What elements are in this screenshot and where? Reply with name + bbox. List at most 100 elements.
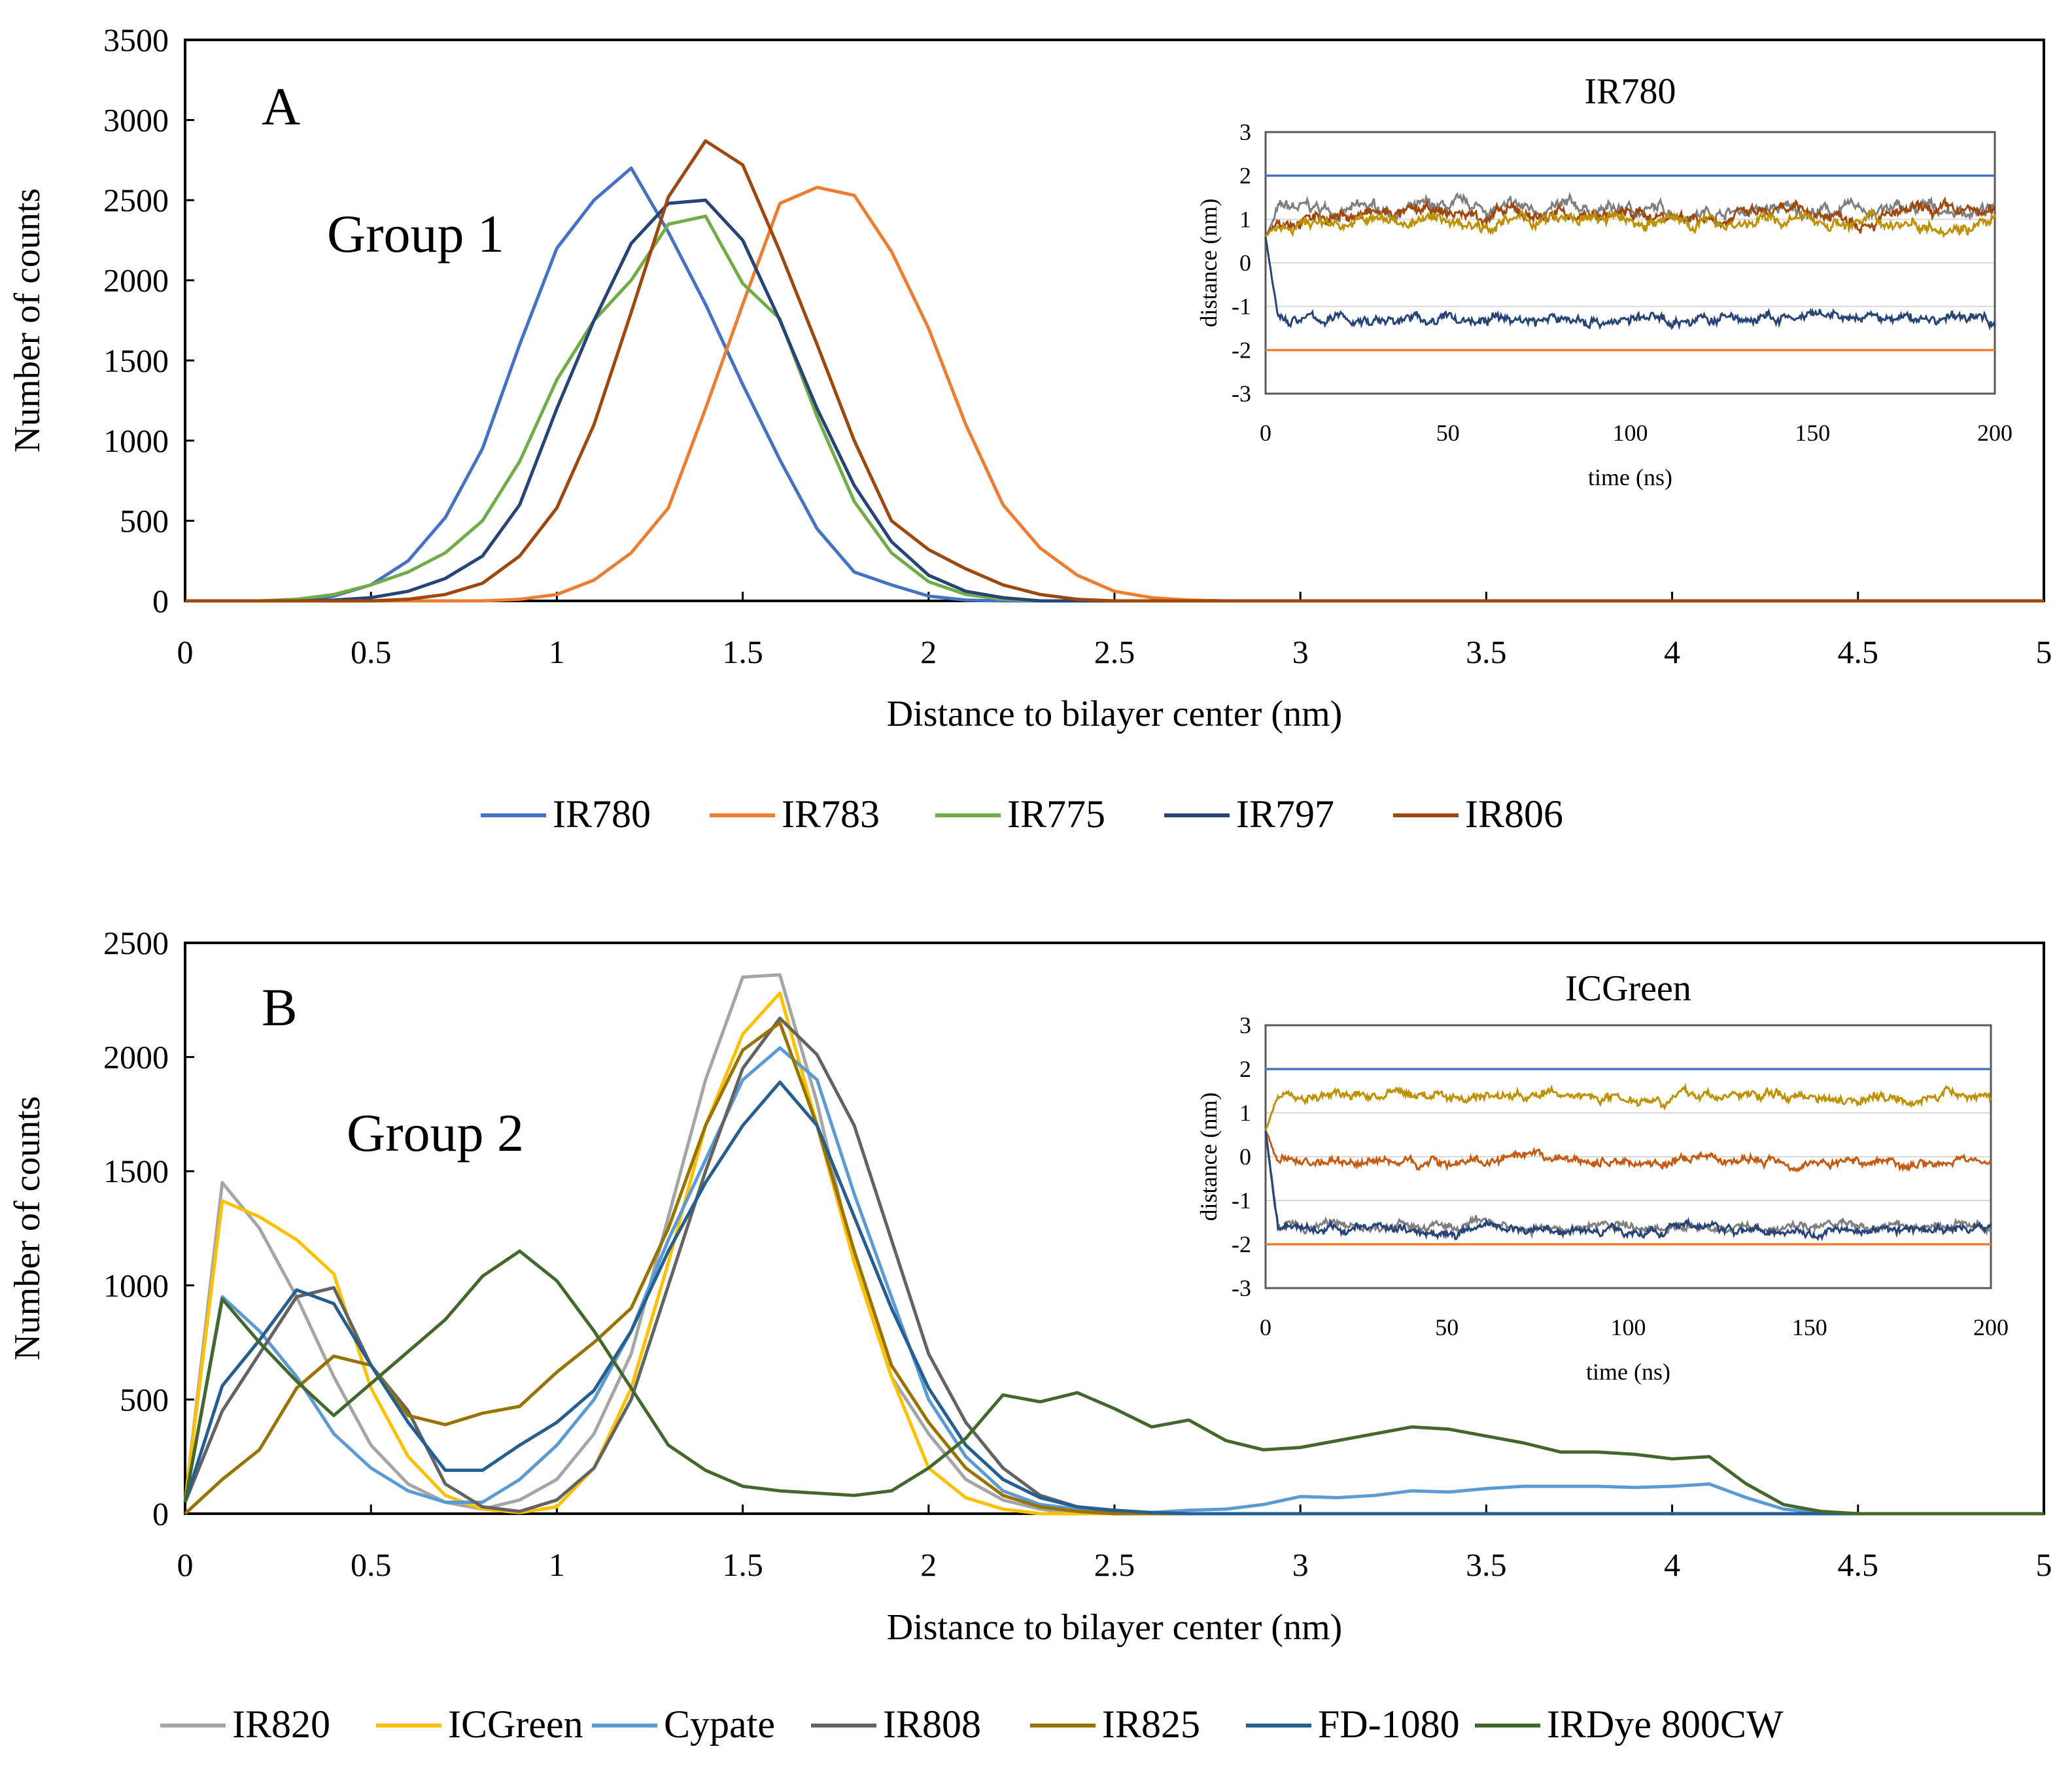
legend-label: IRDye 800CW [1547, 1703, 1784, 1746]
x-tick-label: 4 [1664, 634, 1680, 670]
x-tick-label: 0 [177, 1546, 194, 1583]
x-tick-label: 1 [549, 1546, 565, 1583]
x-tick-label: 1 [549, 634, 565, 670]
y-tick-label: 3500 [103, 22, 169, 58]
x-tick-label: 5 [2036, 1546, 2052, 1583]
inset-x-axis-title: time (ns) [1586, 1359, 1670, 1385]
series-line-fd-1080 [183, 1080, 2044, 1516]
inset-trace [1264, 207, 1996, 239]
inset-y-tick-label: -3 [1232, 381, 1251, 407]
inset-y-tick-label: 3 [1239, 119, 1251, 145]
inset-y-tick-label: -2 [1232, 1231, 1251, 1257]
legend-label: FD-1080 [1318, 1703, 1460, 1746]
inset-trace [1264, 1082, 1992, 1131]
inset-x-tick-label: 0 [1260, 1314, 1271, 1340]
inset-x-tick-label: 100 [1611, 1314, 1646, 1340]
x-tick-label: 1.5 [722, 1546, 763, 1583]
x-tick-label: 2 [920, 634, 937, 670]
inset-y-axis-title: distance (nm) [1196, 1093, 1222, 1221]
inset-trace [1264, 1130, 1992, 1173]
x-tick-label: 3.5 [1466, 634, 1507, 670]
inset-x-axis-title: time (ns) [1588, 464, 1672, 490]
inset-x-tick-label: 50 [1436, 420, 1460, 446]
panel-b-chart: 0 0.5 1 1.5 2 2.5 3 3.5 4 4.5 50500100015002000250… [7, 925, 2052, 1746]
inset-trace [1264, 1130, 1992, 1242]
x-tick-label: 2.5 [1094, 634, 1135, 670]
inset-y-tick-label: 2 [1239, 1056, 1251, 1082]
legend-label: IR825 [1102, 1703, 1200, 1746]
y-tick-label: 500 [120, 1381, 169, 1418]
panel-label: B [262, 978, 298, 1037]
series-line-irdye-800cw [183, 1249, 2044, 1516]
inset-x-tick-label: 200 [1977, 420, 2012, 446]
inset-y-tick-label: 0 [1239, 1144, 1251, 1170]
y-tick-label: 1500 [103, 342, 169, 379]
inset-y-tick-label: 1 [1239, 206, 1251, 232]
inset-y-tick-label: -2 [1232, 337, 1251, 363]
inset-y-tick-label: -3 [1232, 1275, 1251, 1301]
inset-frame [1264, 131, 1996, 395]
inset-background [1187, 73, 2034, 472]
panel-label: A [262, 77, 300, 136]
x-tick-label: 3 [1292, 634, 1309, 670]
panel-a-chart: 0 0.5 1 1.5 2 2.5 3 3.5 4 4.5 50500100015002000250… [7, 22, 2052, 836]
inset-y-tick-label: 2 [1239, 163, 1251, 189]
group-annotation: Group 2 [347, 1103, 524, 1163]
x-tick-label: 4.5 [1838, 1546, 1879, 1583]
series-line-ir806 [185, 139, 2044, 603]
x-tick-label: 2 [920, 1546, 937, 1583]
y-tick-label: 2000 [103, 1039, 169, 1076]
inset-title: IR780 [1585, 71, 1676, 112]
inset-y-axis-title: distance (nm) [1196, 199, 1222, 328]
inset-y-tick-label: -1 [1232, 1187, 1251, 1214]
y-tick-label: 0 [152, 1495, 169, 1532]
y-tick-label: 1000 [103, 1267, 169, 1304]
inset-chart: 3 2 1 0 -1 -2 -3 0 50 100 150 200 IR780 time (ns) dist… [1187, 71, 2034, 490]
x-tick-label: 0 [177, 634, 194, 670]
inset-y-tick-label: 3 [1239, 1012, 1251, 1038]
x-tick-label: 2.5 [1094, 1546, 1135, 1583]
x-axis-title: Distance to bilayer center (nm) [887, 694, 1343, 734]
y-tick-label: 2000 [103, 262, 169, 299]
inset-y-tick-label: -1 [1232, 294, 1251, 320]
x-tick-label: 5 [2036, 634, 2052, 670]
inset-x-tick-label: 200 [1973, 1314, 2009, 1340]
y-tick-label: 500 [120, 502, 169, 539]
inset-x-tick-label: 150 [1792, 1314, 1827, 1340]
inset-y-tick-label: 1 [1239, 1100, 1251, 1126]
inset-frame [1264, 1024, 1992, 1289]
x-tick-label: 3.5 [1466, 1546, 1507, 1583]
inset-trace [1264, 236, 1996, 331]
x-tick-label: 1.5 [722, 634, 763, 670]
inset-x-tick-label: 100 [1613, 420, 1648, 446]
inset-x-tick-label: 0 [1260, 420, 1271, 446]
y-tick-label: 2500 [103, 925, 169, 961]
legend-label: IR808 [883, 1703, 981, 1746]
inset-x-tick-label: 150 [1795, 420, 1830, 446]
inset-y-tick-label: 0 [1239, 250, 1251, 276]
legend-label: IR775 [1007, 792, 1105, 836]
legend-label: Cypate [664, 1703, 775, 1746]
legend-label: IR783 [782, 792, 880, 836]
legend-label: ICGreen [448, 1703, 583, 1746]
inset-title: ICGreen [1565, 968, 1691, 1009]
inset-trace [1264, 196, 1996, 237]
x-tick-label: 0.5 [351, 634, 392, 670]
inset-x-tick-label: 50 [1435, 1314, 1459, 1340]
legend-label: IR797 [1236, 792, 1334, 836]
x-tick-label: 4 [1664, 1546, 1680, 1583]
x-tick-label: 4.5 [1838, 634, 1879, 670]
legend-label: IR806 [1465, 792, 1563, 836]
x-tick-label: 3 [1292, 1546, 1309, 1583]
x-tick-label: 0.5 [351, 1546, 392, 1583]
y-tick-label: 1000 [103, 422, 169, 459]
y-tick-label: 0 [152, 583, 169, 619]
legend-label: IR820 [232, 1703, 330, 1746]
y-tick-label: 1500 [103, 1153, 169, 1189]
y-tick-label: 3000 [103, 102, 169, 139]
y-axis-title: Number of counts [7, 188, 48, 452]
inset-chart: 3 2 1 0 -1 -2 -3 0 50 100 150 200 ICGreen time (ns) di… [1187, 966, 2030, 1385]
group-annotation: Group 1 [327, 204, 504, 264]
x-axis-title: Distance to bilayer center (nm) [887, 1607, 1343, 1648]
